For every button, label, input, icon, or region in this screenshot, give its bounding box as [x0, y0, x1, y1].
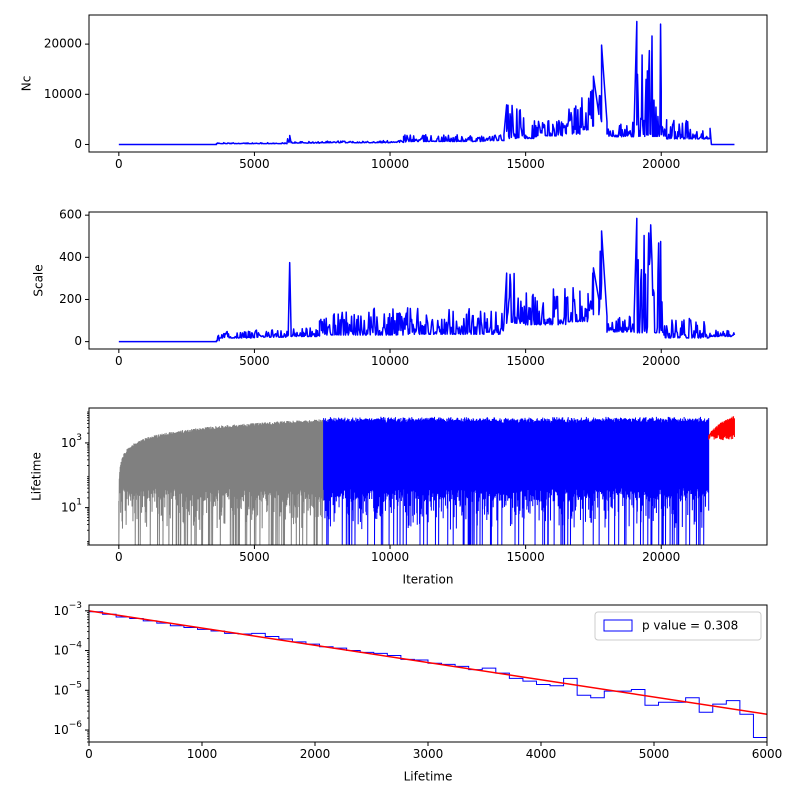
x-axis-label: Lifetime: [404, 770, 453, 784]
lifetime-trace-1: [118, 419, 325, 545]
legend: p value = 0.308: [594, 611, 762, 641]
x-axis-label: Iteration: [403, 573, 454, 587]
legend-swatch: [603, 619, 633, 632]
y-tick-label: 0: [74, 137, 82, 151]
y-axis-label: Nc: [20, 76, 34, 92]
y-axis-label: Lifetime: [30, 452, 44, 501]
x-tick-label: 15000: [507, 157, 545, 171]
panel-4: 0 1000 2000 3000 4000 5000 6000 10−3 10−4 10−5 10−…: [53, 600, 782, 783]
y-tick-label: 10−5: [53, 680, 82, 697]
panel-3: 0 5000 10000 15000 20000 103 101 Lifetime Iterat…: [30, 407, 768, 587]
lifetime-trace-3: [708, 416, 735, 441]
plot-area: [118, 217, 736, 343]
x-tick-label: 5000: [239, 157, 270, 171]
panel-1: 0 5000 10000 15000 20000 0 10000 20000 Nc: [20, 14, 768, 171]
plot-area: [118, 20, 735, 146]
y-tick-label: 20000: [44, 37, 82, 51]
y-axis-label: Scale: [32, 264, 46, 296]
y-tick-label: 101: [61, 497, 82, 514]
x-tick-label: 20000: [642, 354, 680, 368]
x-tick-label: 20000: [642, 550, 680, 564]
series-line: [118, 20, 735, 146]
y-tick-label: 400: [59, 250, 82, 264]
plot-area: [118, 416, 735, 545]
y-tick-label: 10−4: [53, 640, 82, 657]
x-tick-label: 20000: [642, 157, 680, 171]
x-tick-label: 5000: [239, 550, 270, 564]
series-line: [118, 217, 736, 343]
y-tick-label: 10000: [44, 87, 82, 101]
x-tick-label: 0: [115, 157, 123, 171]
x-tick-label: 4000: [526, 747, 557, 761]
x-tick-label: 10000: [371, 550, 409, 564]
x-tick-label: 2000: [300, 747, 331, 761]
x-tick-label: 10000: [371, 354, 409, 368]
legend-label: p value = 0.308: [642, 619, 738, 633]
y-tick-label: 0: [74, 334, 82, 348]
legend-box: [594, 611, 762, 641]
x-tick-label: 0: [115, 550, 123, 564]
x-tick-label: 15000: [507, 354, 545, 368]
panel-2: 0 5000 10000 15000 20000 0 200 400 600 Scale: [32, 208, 768, 368]
y-tick-label: 10−3: [53, 600, 82, 617]
axes-frame: [88, 14, 768, 153]
x-tick-label: 10000: [371, 157, 409, 171]
plot-area: [89, 610, 767, 742]
x-tick-label: 3000: [413, 747, 444, 761]
x-tick-label: 0: [115, 354, 123, 368]
x-tick-label: 15000: [507, 550, 545, 564]
y-tick-label: 600: [59, 208, 82, 222]
y-tick-label: 103: [61, 432, 82, 449]
y-tick-label: 200: [59, 292, 82, 306]
y-tick-label: 10−6: [53, 720, 82, 737]
x-tick-label: 5000: [239, 354, 270, 368]
x-tick-label: 0: [85, 747, 93, 761]
histogram-steps: [89, 611, 767, 742]
x-tick-label: 1000: [187, 747, 218, 761]
axes-frame: [88, 211, 768, 350]
x-tick-label: 6000: [752, 747, 783, 761]
exponential-fit-line: [89, 610, 767, 715]
lifetime-trace-2: [323, 416, 710, 545]
x-tick-label: 5000: [639, 747, 670, 761]
